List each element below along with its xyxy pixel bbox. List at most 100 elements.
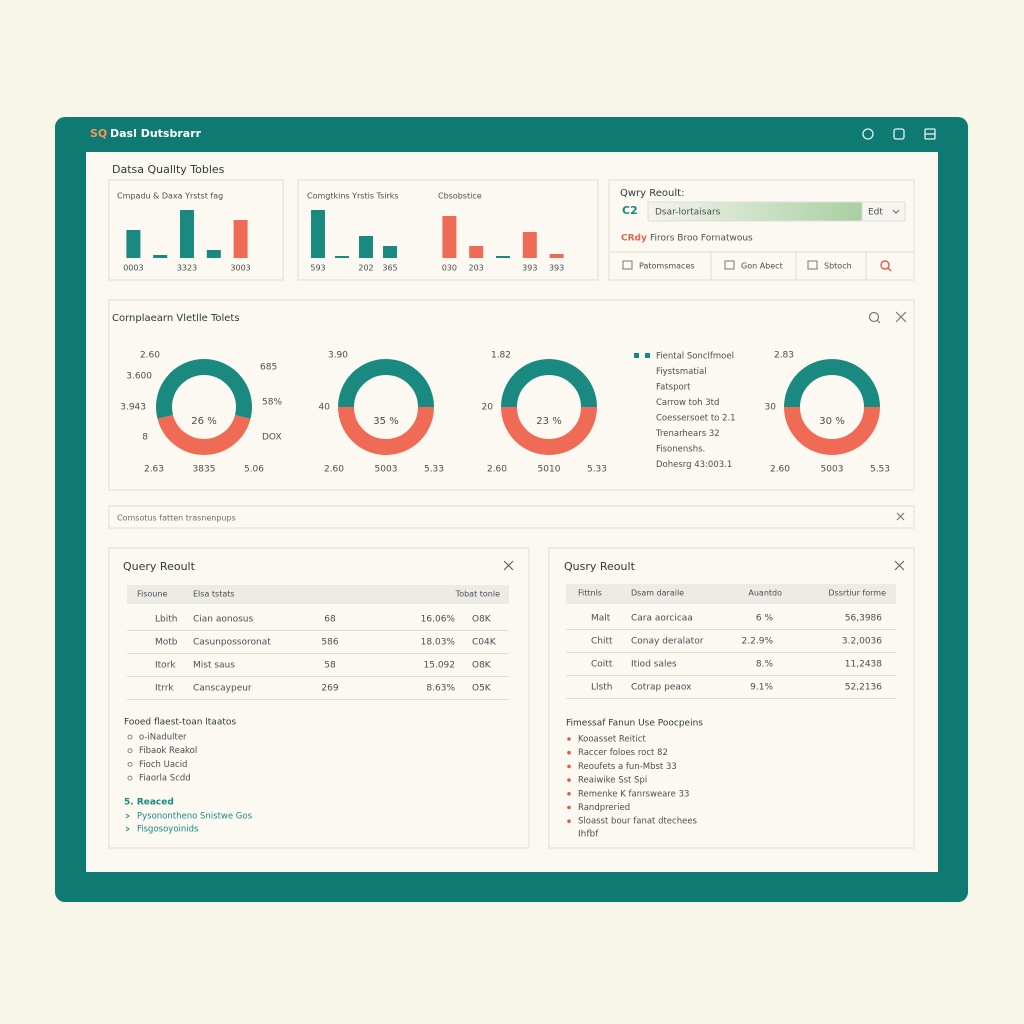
prefix: C2	[622, 204, 638, 217]
table-cell: Cotrap peaox	[631, 683, 692, 693]
button-icon	[807, 260, 818, 270]
search-button[interactable]	[880, 260, 892, 272]
close-icon[interactable]	[503, 560, 514, 571]
button-icon	[622, 260, 633, 270]
status-text: Firors Broo Fornatwous	[650, 234, 753, 244]
table-cell: 8.%	[756, 660, 774, 670]
x-tick-label: 0003	[123, 264, 143, 273]
list-item: Fiaorla Scdd	[139, 774, 191, 784]
table-cell: Chitt	[591, 637, 613, 647]
list-title: 5. Reaced	[124, 798, 174, 808]
donut-segment	[784, 406, 880, 455]
list-footer: Ihfbf	[578, 830, 599, 840]
donut-segment	[784, 359, 880, 408]
icon[interactable]	[893, 128, 905, 140]
bar	[383, 246, 397, 258]
table-cell: Itork	[155, 661, 176, 671]
column-header: Auantdo	[748, 589, 782, 598]
bar	[206, 250, 221, 258]
table-cell: 8.63%	[426, 684, 455, 694]
x-tick-label: 030	[442, 264, 457, 273]
list-item: Sloasst bour fanat dtechees	[578, 817, 698, 827]
list-bullet	[567, 805, 571, 810]
donut-label: 3.943	[120, 403, 146, 413]
column-header: Fisoune	[137, 590, 167, 599]
column-header: Dsam daraile	[631, 589, 684, 598]
bar	[442, 216, 457, 258]
donut-label: 2.60	[487, 465, 507, 475]
close-icon[interactable]	[896, 512, 905, 521]
donut-segment	[156, 359, 252, 419]
column-header: Elsa tstats	[193, 590, 235, 599]
donut-label: 5003	[821, 465, 844, 475]
donut-label: 20	[482, 403, 494, 413]
list-bullet	[567, 792, 571, 796]
bar	[335, 256, 349, 258]
card	[608, 179, 915, 281]
window-icons	[862, 128, 936, 140]
donut-label: 5.33	[587, 465, 607, 475]
table-cell: O5K	[472, 684, 492, 694]
table-cell: 586	[321, 638, 338, 648]
panel-title: Qusry Reoult	[564, 560, 636, 573]
legend-entry: Fiental Sonclfmoel	[656, 352, 734, 362]
notice-text: Comsotus fatten trasnenpups	[117, 514, 236, 523]
donut-label: DOX	[262, 433, 282, 443]
table-cell: 9.1%	[750, 683, 773, 693]
x-tick-label: 393	[522, 264, 537, 273]
table-cell: 18.03%	[421, 638, 456, 648]
donut-segment	[338, 406, 434, 455]
donut-segment	[501, 359, 597, 408]
icon[interactable]	[862, 128, 874, 140]
table-cell: 58	[324, 661, 336, 671]
button-icon	[724, 260, 735, 270]
table-cell: Itiod sales	[631, 660, 677, 670]
table-cell: 2.2.9%	[742, 637, 774, 647]
table-cell: Mist saus	[193, 661, 235, 671]
x-tick-label: 3003	[230, 264, 250, 273]
dropdown[interactable]	[861, 201, 906, 222]
list-bullet	[127, 748, 133, 754]
x-tick-label: 365	[382, 264, 397, 273]
list-title: Fimessaf Fanun Use Poocpeins	[566, 719, 703, 729]
table-cell: Itrrk	[155, 684, 174, 694]
x-tick-label: 202	[358, 264, 373, 273]
list-bullet	[127, 775, 133, 781]
bar	[469, 246, 484, 258]
table-cell: 15.092	[424, 661, 456, 671]
list-item: Fibaok Reakol	[139, 746, 197, 756]
x-tick-label: 3323	[177, 264, 197, 273]
legend-entry: Fisonenshs.	[656, 445, 705, 455]
table-cell: 3.2,0036	[842, 637, 882, 647]
donut-segment	[501, 406, 597, 455]
legend-swatch	[634, 353, 639, 358]
donut-center-label: 26 %	[191, 416, 216, 427]
donut-label: 3.90	[328, 351, 348, 361]
compliance-icons[interactable]	[868, 311, 907, 324]
legend-entry: Coessersoet to 2.1	[656, 414, 736, 424]
list-bullet	[127, 761, 133, 767]
chart-title: Comgtkins Yrstis Tsirks	[307, 192, 399, 201]
donut-label: 2.60	[324, 465, 344, 475]
chart-title: Cmpadu & Daxa Yrstst fag	[117, 192, 223, 201]
legend-entry: Carrow toh 3td	[656, 398, 719, 408]
donut-label: 2.63	[144, 465, 164, 475]
bar	[496, 256, 510, 258]
list-item: Remenke K fanrsweare 33	[578, 789, 689, 799]
list-bullet	[567, 764, 571, 769]
table-cell: 56,3986	[845, 614, 882, 624]
table-cell: O8K	[472, 661, 492, 671]
x-tick-label: 393	[549, 264, 564, 273]
bar	[126, 230, 141, 258]
donut-label: 5.06	[244, 465, 264, 475]
list-item: Fioch Uacid	[139, 760, 187, 770]
donut-label: 685	[260, 363, 277, 373]
donut-label: 30	[765, 403, 777, 413]
table-cell: Cara aorcicaa	[631, 614, 693, 624]
table-cell: 269	[321, 684, 338, 694]
list-bullet	[567, 737, 571, 741]
legend-entry: Fatsport	[656, 383, 691, 393]
donut-segment	[338, 359, 434, 408]
close-icon[interactable]	[894, 560, 905, 571]
